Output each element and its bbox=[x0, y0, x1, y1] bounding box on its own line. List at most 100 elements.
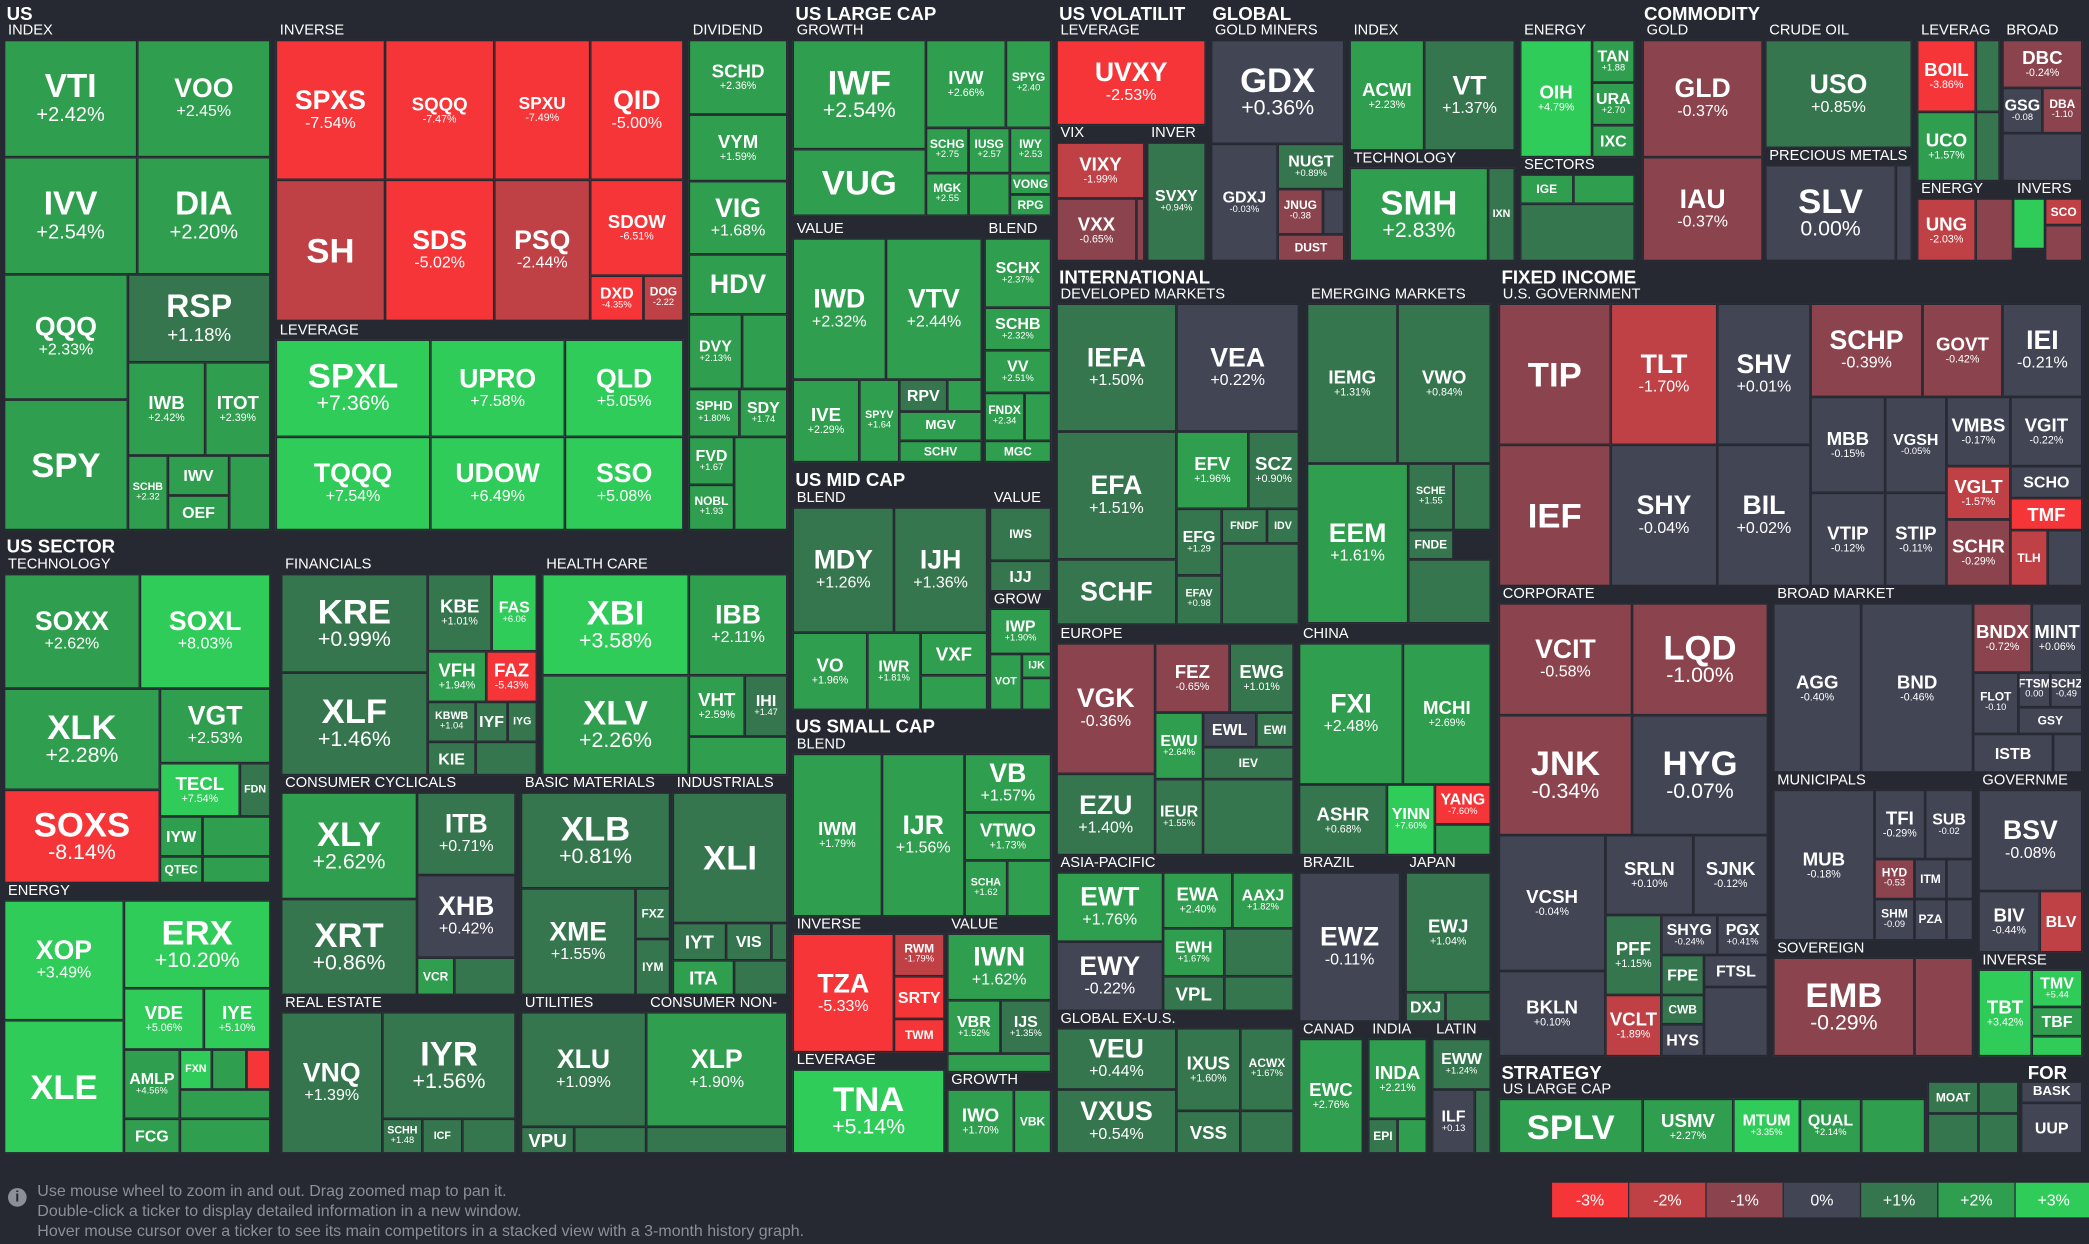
ticker-tile-ijs[interactable]: IJS +1.35% bbox=[1000, 1000, 1052, 1054]
ticker-tile-schb[interactable]: SCHB +2.32 bbox=[127, 455, 168, 531]
ticker-tile-ftsm[interactable]: FTSM 0.00 bbox=[2018, 672, 2051, 708]
ticker-tile-bndx[interactable]: BNDX -0.72% bbox=[1973, 603, 2032, 673]
ticker-tile-ijr[interactable]: IJR +1.56% bbox=[881, 753, 965, 917]
ticker-tile-iei[interactable]: IEI -0.21% bbox=[2002, 303, 2083, 397]
ticker-tile-hyg[interactable]: HYG -0.07% bbox=[1632, 715, 1768, 836]
ticker-tile-psq[interactable]: PSQ -2.44% bbox=[494, 179, 591, 321]
ticker-tile-small[interactable] bbox=[646, 1126, 788, 1154]
ticker-tile-iyg[interactable]: IYG bbox=[507, 701, 537, 742]
ticker-tile-vcit[interactable]: VCIT -0.58% bbox=[1498, 603, 1633, 716]
ticker-tile-xle[interactable]: XLE bbox=[3, 1020, 124, 1154]
ticker-tile-ige[interactable]: IGE bbox=[1520, 174, 1574, 204]
ticker-tile-ixc[interactable]: IXC bbox=[1592, 125, 1635, 158]
ticker-tile-qqq[interactable]: QQQ +2.33% bbox=[3, 274, 128, 400]
ticker-tile-efav[interactable]: EFAV +0.98 bbox=[1176, 575, 1222, 625]
ticker-tile-iye[interactable]: IYE +5.10% bbox=[203, 988, 271, 1050]
ticker-tile-mgk[interactable]: MGK +2.55 bbox=[925, 173, 969, 216]
ticker-tile-icf[interactable]: ICF bbox=[422, 1118, 463, 1154]
ticker-tile-fdn[interactable]: FDN bbox=[239, 763, 271, 817]
ticker-tile-ewh[interactable]: EWH +1.67% bbox=[1163, 928, 1225, 977]
ticker-tile-mgv[interactable]: MGV bbox=[899, 411, 982, 441]
ticker-tile-small[interactable] bbox=[574, 1126, 647, 1154]
ticker-tile-acwi[interactable]: ACWI +2.23% bbox=[1349, 39, 1425, 151]
ticker-tile-vgit[interactable]: VGIT -0.22% bbox=[2010, 396, 2083, 467]
ticker-tile-qual[interactable]: QUAL +2.14% bbox=[1799, 1098, 1862, 1154]
ticker-tile-sub[interactable]: SUB -0.02 bbox=[1925, 789, 1974, 860]
ticker-tile-small[interactable] bbox=[462, 1118, 516, 1154]
ticker-tile-iau[interactable]: IAU -0.37% bbox=[1642, 157, 1763, 262]
ticker-tile-xop[interactable]: XOP +3.49% bbox=[3, 900, 124, 1021]
ticker-tile-tmf[interactable]: TMF bbox=[2010, 498, 2083, 531]
ticker-tile-ashr[interactable]: ASHR +0.68% bbox=[1298, 784, 1387, 856]
ticker-tile-ijk[interactable]: IJK bbox=[1021, 653, 1052, 678]
ticker-tile-dia[interactable]: DIA +2.20% bbox=[137, 157, 271, 275]
ticker-tile-hyd[interactable]: HYD -0.53 bbox=[1874, 859, 1915, 900]
ticker-tile-small[interactable] bbox=[2053, 733, 2083, 773]
ticker-tile-ewl[interactable]: EWL bbox=[1203, 712, 1257, 748]
ticker-tile-usmv[interactable]: USMV +2.27% bbox=[1642, 1098, 1734, 1154]
ticker-tile-srty[interactable]: SRTY bbox=[893, 976, 945, 1019]
ticker-tile-xme[interactable]: XME +1.55% bbox=[520, 888, 636, 995]
ticker-tile-schz[interactable]: SCHZ -0.49 bbox=[2050, 672, 2083, 708]
ticker-tile-vixy[interactable]: VIXY -1.99% bbox=[1056, 142, 1145, 199]
ticker-tile-bkln[interactable]: BKLN +0.10% bbox=[1498, 970, 1606, 1057]
ticker-tile-iefa[interactable]: IEFA +1.50% bbox=[1056, 303, 1177, 432]
ticker-tile-eem[interactable]: EEM +1.61% bbox=[1306, 463, 1409, 624]
ticker-tile-scho[interactable]: SCHO bbox=[2010, 466, 2083, 499]
ticker-tile-iwv[interactable]: IWV bbox=[167, 455, 230, 496]
ticker-tile-vtip[interactable]: VTIP -0.12% bbox=[1810, 492, 1886, 587]
ticker-tile-small[interactable] bbox=[2002, 133, 2083, 182]
ticker-tile-sds[interactable]: SDS -5.02% bbox=[385, 179, 495, 321]
ticker-tile-soxx[interactable]: SOXX +2.62% bbox=[3, 574, 140, 689]
ticker-tile-small[interactable] bbox=[1946, 859, 1974, 900]
ticker-tile-splv[interactable]: SPLV bbox=[1498, 1098, 1643, 1154]
ticker-tile-boil[interactable]: BOIL -3.86% bbox=[1917, 39, 1976, 112]
ticker-tile-vnq[interactable]: VNQ +1.39% bbox=[281, 1012, 383, 1154]
ticker-tile-small[interactable] bbox=[1520, 203, 1635, 262]
ticker-tile-small[interactable] bbox=[734, 436, 788, 531]
ticker-tile-gdx[interactable]: GDX +0.36% bbox=[1211, 39, 1345, 144]
ticker-tile-pza[interactable]: PZA bbox=[1914, 899, 1947, 941]
ticker-tile-iev[interactable]: IEV bbox=[1203, 747, 1294, 780]
ticker-tile-small[interactable] bbox=[688, 736, 788, 776]
ticker-tile-schg[interactable]: SCHG +2.75 bbox=[925, 127, 969, 174]
ticker-tile-spxl[interactable]: SPXL +7.36% bbox=[275, 339, 431, 437]
ticker-tile-efv[interactable]: EFV +1.96% bbox=[1176, 431, 1249, 509]
ticker-tile-efg[interactable]: EFG +1.29 bbox=[1176, 508, 1222, 576]
ticker-tile-eww[interactable]: EWW +1.24% bbox=[1432, 1038, 1491, 1090]
ticker-tile-vss[interactable]: VSS bbox=[1176, 1110, 1241, 1154]
ticker-tile-ijh[interactable]: IJH +1.36% bbox=[893, 507, 988, 633]
ticker-tile-shy[interactable]: SHY -0.04% bbox=[1610, 444, 1718, 587]
ticker-tile-small[interactable] bbox=[742, 314, 788, 389]
ticker-tile-srln[interactable]: SRLN +0.10% bbox=[1605, 835, 1694, 916]
ticker-tile-fpe[interactable]: FPE bbox=[1661, 954, 1704, 995]
ticker-tile-small[interactable] bbox=[2045, 225, 2083, 262]
ticker-tile-oef[interactable]: OEF bbox=[167, 495, 230, 531]
ticker-tile-mgc[interactable]: MGC bbox=[984, 440, 1052, 463]
ticker-tile-sco[interactable]: SCO bbox=[2045, 198, 2083, 226]
ticker-tile-ihi[interactable]: IHI +1.47 bbox=[744, 675, 788, 737]
ticker-tile-small[interactable] bbox=[1861, 1098, 1926, 1154]
ticker-tile-vgk[interactable]: VGK -0.36% bbox=[1056, 643, 1156, 774]
ticker-tile-ezu[interactable]: EZU +1.40% bbox=[1056, 773, 1156, 856]
ticker-tile-ief[interactable]: IEF bbox=[1498, 444, 1611, 587]
ticker-tile-flot[interactable]: FLOT -0.10 bbox=[1973, 672, 2019, 734]
ticker-tile-moat[interactable]: MOAT bbox=[1927, 1081, 1979, 1114]
ticker-tile-ura[interactable]: URA +2.70 bbox=[1592, 82, 1635, 126]
ticker-tile-schp[interactable]: SCHP -0.39% bbox=[1810, 303, 1923, 397]
ticker-tile-inda[interactable]: INDA +2.21% bbox=[1368, 1038, 1427, 1119]
ticker-tile-vcsh[interactable]: VCSH -0.04% bbox=[1498, 835, 1606, 971]
ticker-tile-schd[interactable]: SCHD +2.36% bbox=[688, 39, 788, 115]
ticker-tile-mdy[interactable]: MDY +1.26% bbox=[792, 507, 894, 633]
ticker-tile-small[interactable] bbox=[1203, 779, 1294, 856]
ticker-tile-small[interactable] bbox=[1322, 189, 1345, 235]
ticker-tile-amlp[interactable]: AMLP +4.56% bbox=[123, 1049, 180, 1119]
ticker-tile-dxd[interactable]: DXD -4.35% bbox=[590, 275, 644, 321]
ticker-tile-small[interactable] bbox=[1021, 677, 1052, 710]
ticker-tile-vht[interactable]: VHT +2.59% bbox=[688, 675, 745, 737]
ticker-tile-vcr[interactable]: VCR bbox=[417, 957, 455, 995]
ticker-tile-iyf[interactable]: IYF bbox=[475, 701, 508, 742]
ticker-tile-small[interactable] bbox=[1975, 198, 2014, 262]
ticker-tile-vb[interactable]: VB +1.57% bbox=[964, 753, 1052, 813]
ticker-tile-kie[interactable]: KIE bbox=[427, 741, 476, 776]
